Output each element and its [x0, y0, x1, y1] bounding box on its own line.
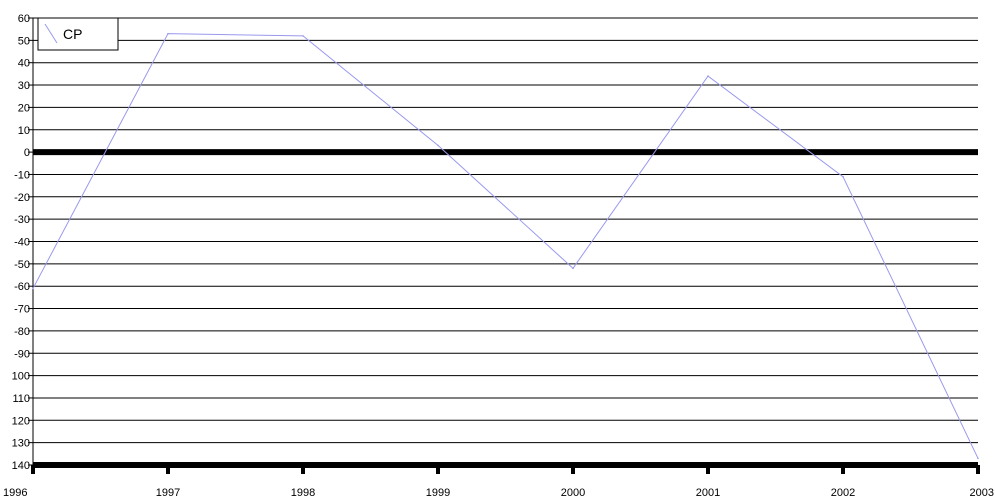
data-point — [167, 32, 169, 35]
data-point — [302, 35, 304, 37]
y-tick-label: 140 — [12, 460, 30, 472]
x-tick-label: 1999 — [426, 487, 450, 499]
axes — [28, 17, 980, 474]
legend-label-cp: CP — [63, 26, 82, 42]
legend-swatch-cp — [44, 23, 58, 44]
data-point — [977, 457, 979, 460]
y-tick-label: -60 — [14, 281, 30, 293]
series-line-cp — [32, 33, 979, 459]
data-point — [707, 75, 709, 77]
series-lines — [32, 32, 979, 460]
y-tick-label: -90 — [14, 348, 30, 360]
y-tick-label: 120 — [12, 415, 30, 427]
y-tick-label: 130 — [12, 438, 30, 450]
y-tick-label: -70 — [14, 304, 30, 316]
y-tick-label: 60 — [18, 13, 30, 25]
y-tick-label: -50 — [14, 259, 30, 271]
y-tick-label: -30 — [14, 214, 30, 226]
x-tick-label: 1996 — [3, 487, 27, 499]
y-tick-label: 100 — [12, 371, 30, 383]
legend: CP — [37, 17, 119, 51]
data-point — [437, 144, 439, 147]
x-tick-label: 1998 — [291, 487, 315, 499]
y-tick-label: 30 — [18, 80, 30, 92]
y-tick-label: -40 — [14, 237, 30, 249]
y-tick-label: 40 — [18, 58, 30, 70]
y-tick-label: -80 — [14, 326, 30, 338]
data-point — [842, 175, 844, 178]
y-tick-label: 110 — [12, 393, 30, 405]
x-tick-label: 2000 — [561, 487, 585, 499]
y-tick-label: 50 — [18, 35, 30, 47]
x-tick-label: 1997 — [156, 487, 180, 499]
gridlines — [33, 17, 978, 444]
data-point — [32, 287, 34, 290]
data-point — [572, 267, 574, 270]
y-tick-labels: 6050403020100-10-20-30-40-50-60-70-80-90… — [12, 13, 30, 472]
y-tick-label: 0 — [24, 147, 30, 159]
y-tick-label: 10 — [18, 125, 30, 137]
x-tick-label: 2001 — [696, 487, 720, 499]
x-tick-label: 2002 — [831, 487, 855, 499]
x-tick-labels: 1996 1997 1998 1999 2000 2001 2002 2003 — [3, 487, 994, 499]
y-tick-label: -20 — [14, 192, 30, 204]
y-tick-label: 20 — [18, 102, 30, 114]
x-tick-label: 2003 — [970, 487, 994, 499]
y-tick-label: -10 — [14, 169, 30, 181]
